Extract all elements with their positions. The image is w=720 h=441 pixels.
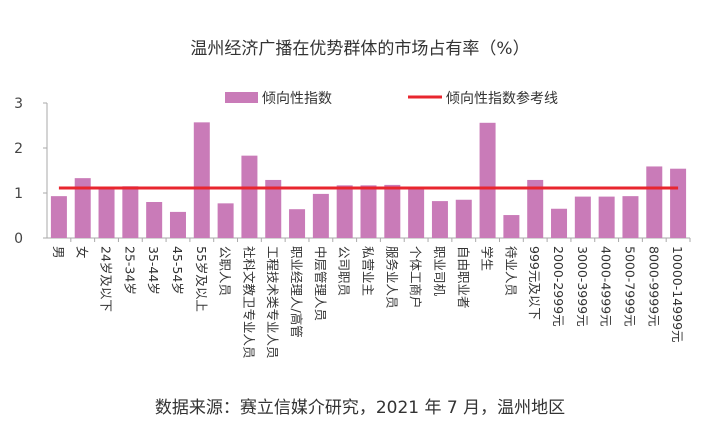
y-tick-label: 2: [14, 141, 23, 157]
bar: [598, 196, 615, 238]
bar: [408, 188, 425, 238]
bar: [479, 122, 496, 238]
x-tick-label: 4000-4999元: [599, 246, 614, 327]
x-tick-label: 5000-7999元: [622, 246, 637, 327]
x-tick-label: 公职人员: [218, 246, 233, 296]
x-tick-label: 8000-9999元: [646, 246, 661, 327]
bar: [574, 196, 591, 238]
bar: [431, 201, 448, 238]
x-tick-label: 2000-2999元: [551, 246, 566, 327]
x-tick-label: 999元及以下: [527, 246, 542, 320]
x-tick-label: 35-44岁: [146, 246, 161, 295]
x-tick-label: 私营业主: [361, 246, 376, 296]
x-tick-label: 男: [51, 246, 66, 259]
bar: [646, 166, 663, 238]
x-tick-label: 10000-14999元: [670, 246, 685, 343]
x-tick-label: 职业经理人/高管: [289, 246, 304, 338]
bar: [169, 211, 186, 238]
x-tick-label: 45-54岁: [170, 246, 185, 295]
bar: [289, 209, 306, 238]
bar: [455, 199, 472, 238]
bar: [384, 184, 401, 238]
chart-title: 温州经济广播在优势群体的市场占有率（%）: [190, 39, 530, 59]
y-tick-label: 0: [14, 231, 23, 247]
y-tick-label: 3: [14, 96, 23, 112]
x-tick-label: 55岁及以上: [194, 246, 209, 312]
x-tick-label: 公司职员: [337, 246, 352, 296]
bar: [265, 179, 282, 238]
x-tick-label: 学生: [480, 246, 495, 271]
x-tick-label: 服务业人员: [384, 246, 399, 309]
x-tick-label: 24岁及以下: [99, 246, 114, 312]
legend-label-line: 倾向性指数参考线: [446, 90, 558, 107]
bar: [312, 193, 329, 238]
legend-label-bar: 倾向性指数: [262, 91, 332, 107]
bar: [146, 202, 163, 238]
x-tick-label: 中层管理人员: [313, 246, 328, 321]
bar: [527, 179, 544, 238]
x-tick-label: 职业司机: [432, 246, 447, 297]
bar: [622, 196, 639, 238]
bar: [122, 186, 139, 238]
bar: [241, 155, 258, 238]
bar: [336, 185, 353, 238]
x-tick-label: 自由职业者: [456, 246, 471, 309]
x-tick-label: 社科文教卫专业人员: [241, 246, 256, 359]
bar: [360, 185, 377, 238]
x-tick-label: 25-34岁: [122, 246, 137, 295]
y-tick-label: 1: [14, 186, 23, 202]
x-tick-label: 待业人员: [503, 246, 518, 296]
bar: [193, 122, 210, 238]
legend-swatch-bar: [225, 92, 258, 103]
bar: [217, 203, 234, 238]
x-tick-label: 3000-3999元: [575, 246, 590, 327]
bar: [74, 178, 91, 238]
x-tick-label: 个体工商户: [408, 246, 423, 309]
bar: [503, 215, 520, 238]
bar: [670, 168, 687, 238]
bar: [551, 208, 568, 238]
bar: [50, 196, 67, 238]
x-tick-label: 工程技术类专业人员: [265, 246, 280, 359]
chart-source: 数据来源：赛立信媒介研究，2021 年 7 月，温州地区: [154, 398, 566, 418]
bar: [98, 187, 115, 238]
x-tick-label: 女: [75, 246, 90, 259]
